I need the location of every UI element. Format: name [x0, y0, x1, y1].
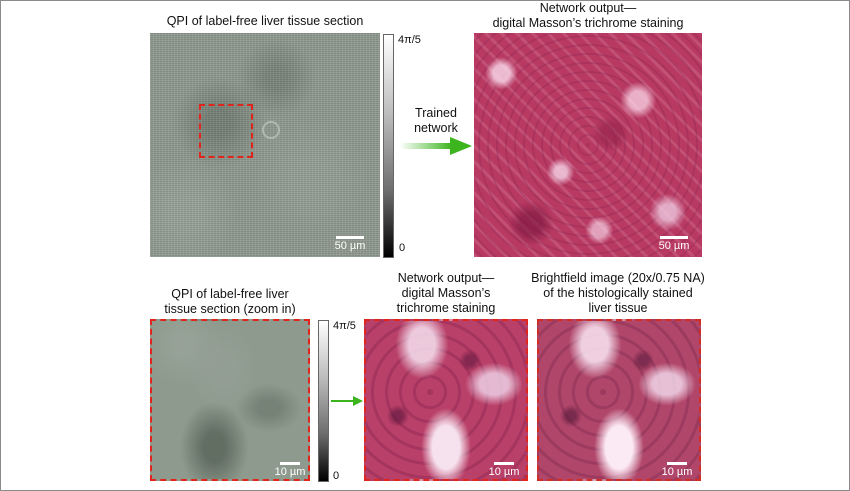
qpi-zoom-scale-bar: 10 µm [272, 462, 308, 478]
green-arrow-icon [400, 137, 472, 155]
brightfield-scale-bar: 10 µm [657, 462, 697, 478]
network-output-image: 50 µm [474, 33, 702, 257]
arrow-label: Trained network [414, 106, 458, 135]
output-scale-bar: 50 µm [654, 236, 694, 252]
output-zoom-caption: Network output— digital Masson’s trichro… [396, 271, 496, 315]
qpi-image: 50 µm [150, 33, 380, 257]
qpi-zoom-caption: QPI of label-free liver tissue section (… [164, 287, 296, 316]
output-caption: Network output— digital Masson’s trichro… [492, 1, 684, 30]
small-green-arrow-icon [331, 396, 363, 406]
qpi-zoom-colorbar [318, 320, 329, 482]
zoom-colorbar-min-label: 0 [333, 470, 340, 482]
zoom-region-box [199, 104, 253, 158]
output-zoom-scale-bar: 10 µm [484, 462, 524, 478]
brightfield-image: 10 µm [537, 319, 701, 481]
qpi-colorbar [383, 34, 394, 258]
brightfield-caption: Brightfield image (20x/0.75 NA) of the h… [531, 271, 705, 315]
zoom-colorbar-max-label: 4π/5 [333, 320, 356, 332]
colorbar-max-label: 4π/5 [398, 34, 421, 46]
qpi-scale-bar: 50 µm [330, 236, 370, 252]
network-output-zoom-image: 10 µm [364, 319, 528, 481]
tissue-feature [262, 121, 280, 139]
qpi-caption: QPI of label-free liver tissue section [166, 14, 364, 28]
qpi-zoom-image: 10 µm [150, 319, 310, 481]
colorbar-min-label: 0 [399, 242, 406, 254]
